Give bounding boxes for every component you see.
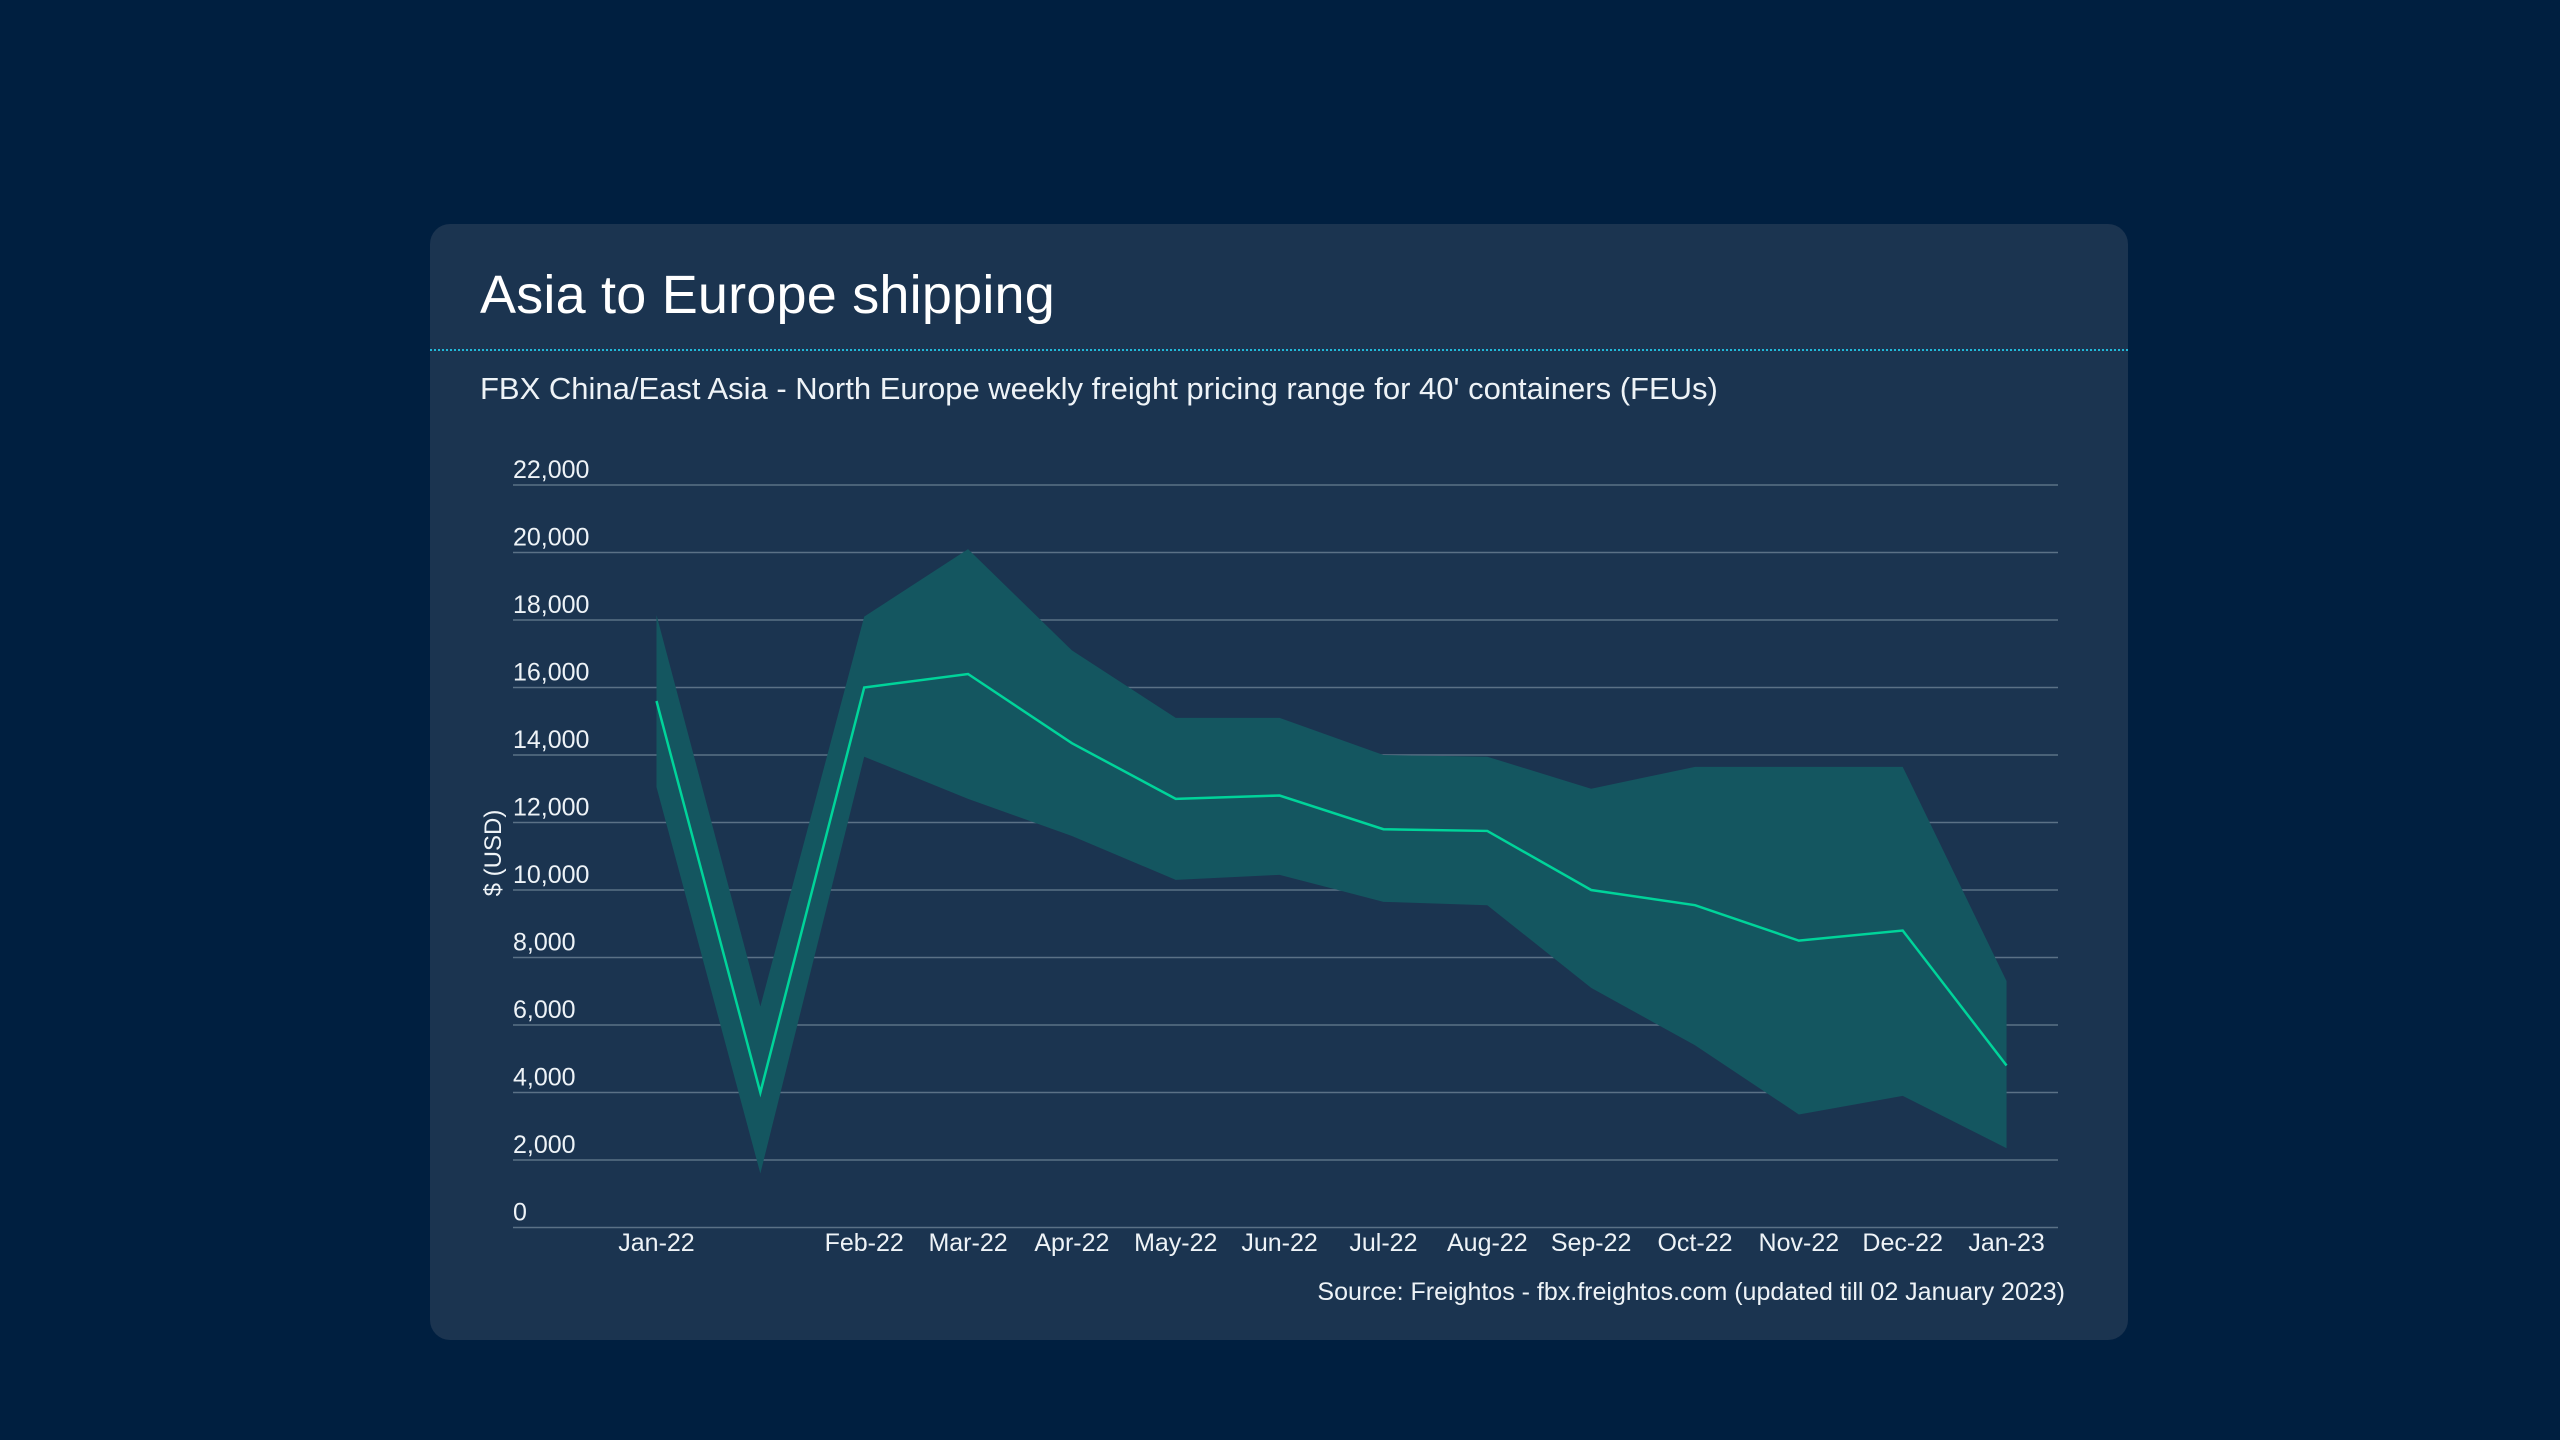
y-tick-label: 6,000	[513, 996, 576, 1024]
chart-plot: 0 2,000 4,000 6,000 8,000 10,000 12,000 14,000 1…	[480, 456, 2058, 1257]
x-tick-labels: Jan-22 Feb-22 Mar-22 Apr-22 May-22 Jun-22 Jul-…	[618, 1229, 2045, 1257]
x-tick-label: Mar-22	[928, 1229, 1007, 1257]
x-tick-label: Jul-22	[1349, 1229, 1417, 1257]
price-line	[655, 672, 2008, 1098]
x-tick-label: Oct-22	[1657, 1229, 1732, 1257]
x-tick-label: Dec-22	[1862, 1229, 1943, 1257]
y-tick-label: 16,000	[513, 659, 589, 687]
y-tick-label: 12,000	[513, 794, 589, 822]
range-area-layer	[656, 549, 2007, 1174]
y-tick-labels: 0 2,000 4,000 6,000 8,000 10,000 12,000 14,000 1…	[513, 456, 589, 1227]
price-range-area	[656, 549, 2007, 1174]
chart-subtitle: FBX China/East Asia - North Europe weekl…	[480, 371, 1718, 406]
x-tick-label: Feb-22	[825, 1229, 904, 1257]
chart-title: Asia to Europe shipping	[480, 265, 1055, 325]
price-line-layer	[655, 672, 2008, 1098]
y-axis-label: $ (USD)	[480, 810, 507, 897]
x-tick-label: Apr-22	[1034, 1229, 1109, 1257]
y-tick-label: 0	[513, 1199, 527, 1227]
y-tick-label: 2,000	[513, 1131, 576, 1159]
y-tick-label: 20,000	[513, 524, 589, 552]
x-tick-label: Sep-22	[1551, 1229, 1632, 1257]
y-tick-label: 8,000	[513, 929, 576, 957]
x-tick-label: Nov-22	[1759, 1229, 1840, 1257]
x-tick-label: Jan-23	[1968, 1229, 2044, 1257]
x-tick-label: May-22	[1134, 1229, 1217, 1257]
y-tick-label: 4,000	[513, 1064, 576, 1092]
y-tick-label: 22,000	[513, 456, 589, 484]
title-divider	[430, 349, 2128, 351]
y-tick-label: 18,000	[513, 591, 589, 619]
x-tick-label: Aug-22	[1447, 1229, 1528, 1257]
x-tick-label: Jan-22	[618, 1229, 694, 1257]
y-tick-label: 10,000	[513, 861, 589, 889]
y-tick-label: 14,000	[513, 726, 589, 754]
chart-card: Asia to Europe shipping FBX China/East A…	[430, 224, 2128, 1340]
source-note: Source: Freightos - fbx.freightos.com (u…	[1317, 1278, 2065, 1306]
x-tick-label: Jun-22	[1241, 1229, 1317, 1257]
